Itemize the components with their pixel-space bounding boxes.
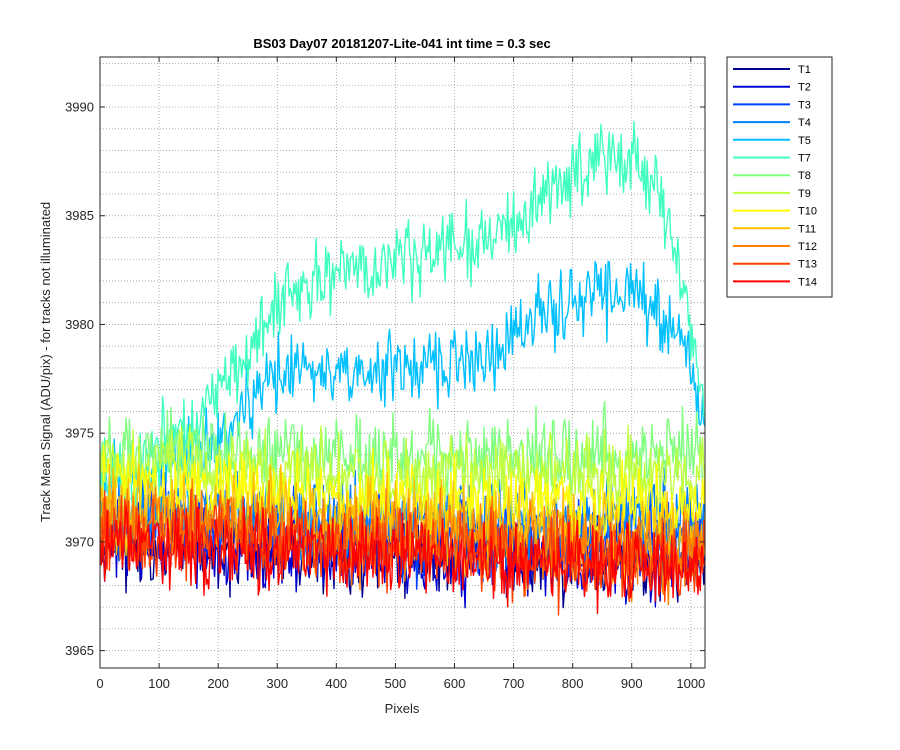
- y-tick-label: 3990: [65, 100, 94, 115]
- x-tick-label: 400: [325, 676, 347, 691]
- legend-label-t8: T8: [798, 170, 811, 182]
- legend-label-t14: T14: [798, 276, 817, 288]
- y-tick-label: 3980: [65, 317, 94, 332]
- legend-label-t13: T13: [798, 259, 817, 271]
- series-lines: [100, 120, 705, 616]
- x-tick-label: 100: [148, 676, 170, 691]
- series-line-t14: [100, 505, 705, 615]
- legend-label-t5: T5: [798, 135, 811, 147]
- x-tick-label: 300: [266, 676, 288, 691]
- legend-label-t3: T3: [798, 99, 811, 111]
- axis-ticks: 0 100 200 300 400 500 600 700 800 900 1000 3965 3970…: [65, 57, 705, 691]
- x-axis-title: Pixels: [385, 701, 420, 716]
- series-line-t5: [100, 260, 705, 506]
- legend: T1 T2 T3 T4 T5 T7 T8 T9 T10 T11 T12 T13 T14: [726, 56, 833, 298]
- legend-box: [726, 56, 833, 298]
- legend-label-t7: T7: [798, 153, 811, 165]
- legend-label-t10: T10: [798, 206, 817, 218]
- x-tick-label: 0: [96, 676, 103, 691]
- plot-frame: [99, 56, 706, 669]
- legend-label-t4: T4: [798, 117, 811, 129]
- legend-label-t2: T2: [798, 82, 811, 94]
- x-tick-label: 600: [444, 676, 466, 691]
- x-tick-label: 500: [385, 676, 407, 691]
- series-line-t9: [100, 424, 705, 522]
- y-axis-title: Track Mean Signal (ADU/pix) - for tracks…: [38, 202, 53, 522]
- x-tick-label: 200: [207, 676, 229, 691]
- chart-title: BS03 Day07 20181207-Lite-041 int time = …: [253, 36, 550, 51]
- y-tick-label: 3965: [65, 643, 94, 658]
- y-tick-label: 3985: [65, 208, 94, 223]
- legend-label-t1: T1: [798, 64, 811, 76]
- x-tick-label: 800: [562, 676, 584, 691]
- y-tick-label: 3970: [65, 534, 94, 549]
- x-tick-label: 1000: [676, 676, 705, 691]
- legend-label-t11: T11: [798, 223, 816, 235]
- series-line-t10: [100, 442, 705, 550]
- series-line-t7: [100, 120, 705, 513]
- x-tick-label: 900: [621, 676, 643, 691]
- y-tick-label: 3975: [65, 426, 94, 441]
- legend-label-t9: T9: [798, 188, 811, 200]
- x-tick-label: 700: [503, 676, 525, 691]
- legend-label-t12: T12: [798, 241, 817, 253]
